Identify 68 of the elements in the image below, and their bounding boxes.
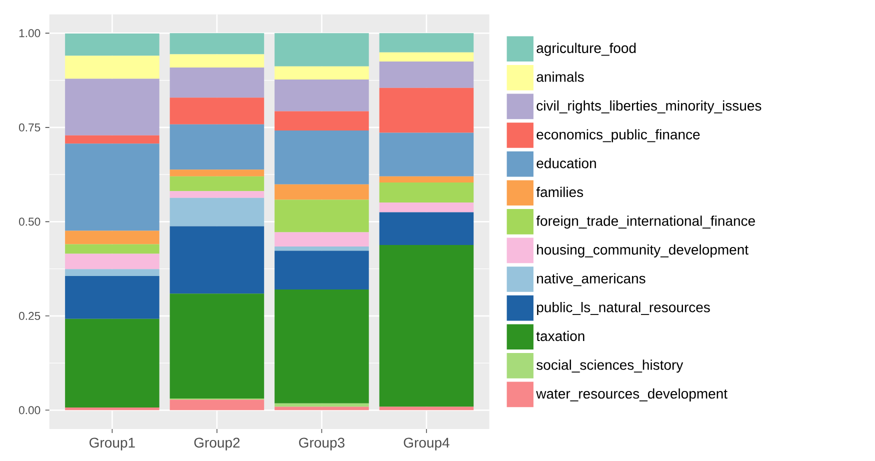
bar [379,245,474,407]
bar [65,244,160,254]
bar [170,98,264,124]
bar [274,403,369,407]
bar [170,67,264,98]
x-tick-label: Group1 [90,438,135,450]
bar [379,61,474,88]
y-tick-label: 0.75 [19,123,40,132]
bar [274,250,369,290]
bar [65,276,160,319]
y-tick-label: 1.00 [19,29,40,38]
y-tick-label: 0.50 [19,218,40,226]
legend-label: agriculture_food [536,42,636,56]
legend-label: native_americans [537,273,646,286]
bar [170,170,264,176]
legend-label: housing_community_development [537,244,748,258]
bar [170,191,264,198]
bar [170,294,264,398]
bar [170,176,264,192]
legend-label: civil_rights_liberties_minority_issues [536,100,762,114]
bar [65,269,160,276]
bar [379,132,474,176]
bar [379,52,474,62]
legend-label: public_ls_natural_resources [537,302,710,316]
bar [274,184,369,200]
bar [274,200,369,232]
bar [274,232,369,247]
bar [65,34,160,56]
bar [65,78,160,136]
x-tick-label: Group2 [194,438,240,450]
bar [65,254,160,270]
legend-label: taxation [536,330,584,342]
bar [379,202,474,212]
legend-label: economics_public_finance [536,129,700,142]
x-tick-label: Group4 [404,438,450,450]
bar [65,56,160,79]
bar [170,124,264,170]
bar [170,226,264,294]
legend-label: education [536,158,596,168]
x-tick-label: Group3 [299,438,344,450]
bar [65,135,160,144]
legend-label: animals [536,72,584,82]
bar [65,230,160,244]
bar [274,80,369,112]
bar [379,182,474,202]
bar [65,408,160,410]
legend-label: social_sciences_history [536,360,684,373]
y-tick-label: 0.00 [19,406,40,414]
bar [65,144,160,231]
bar [379,176,474,182]
bar [274,290,369,404]
bar [170,198,264,226]
bar [379,33,474,52]
bar [274,111,369,130]
legend-label: families [536,186,584,198]
bar [274,33,369,66]
bar [274,130,369,184]
bar [379,212,474,246]
bar [274,246,369,251]
bar [170,54,264,68]
legend-label: water_resources_development [536,388,728,402]
bar [274,66,369,80]
bar [170,33,264,54]
y-tick-label: 0.25 [19,312,40,320]
bar [379,88,474,133]
bar [170,400,264,410]
legend-label: foreign_trade_international_finance [536,216,755,229]
bar [65,318,160,408]
